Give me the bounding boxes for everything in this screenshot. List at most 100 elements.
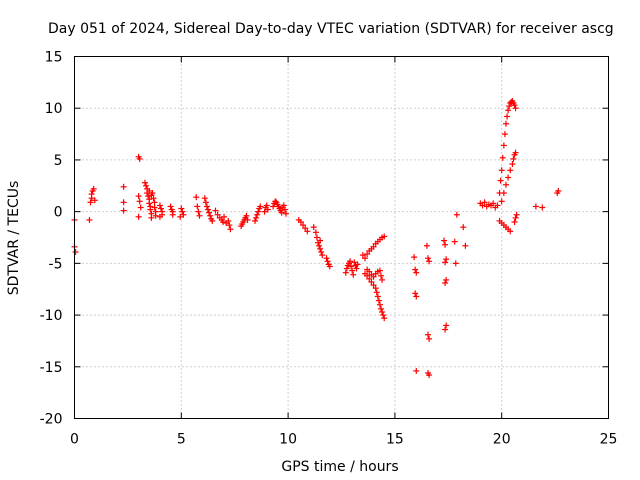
data-point: [507, 228, 514, 235]
data-point: [442, 280, 449, 287]
y-tick-label: 5: [54, 153, 63, 169]
data-point: [225, 217, 232, 224]
data-point: [506, 103, 513, 110]
data-point: [379, 276, 386, 283]
data-point: [136, 155, 143, 162]
data-point: [507, 167, 514, 174]
data-point: [226, 222, 233, 229]
x-tick-label: 0: [70, 432, 79, 448]
data-point: [443, 256, 450, 263]
data-point: [324, 258, 331, 265]
data-point: [150, 195, 157, 202]
data-point: [505, 174, 512, 181]
data-point: [195, 208, 202, 215]
data-point: [501, 131, 508, 138]
data-point: [310, 224, 317, 231]
data-point: [255, 208, 262, 215]
data-point: [425, 255, 432, 262]
data-point: [205, 206, 211, 213]
data-point: [152, 212, 159, 219]
data-point: [379, 308, 386, 315]
data-point: [361, 255, 368, 262]
data-point: [368, 278, 375, 285]
y-tick-label: 10: [45, 101, 63, 117]
data-point: [227, 226, 234, 233]
data-point: [137, 204, 144, 211]
data-point: [497, 177, 504, 184]
data-point: [462, 242, 469, 249]
data-point: [317, 245, 324, 252]
data-point: [370, 273, 377, 280]
y-tick-label: -20: [40, 412, 63, 428]
data-point: [359, 252, 366, 259]
data-point: [349, 267, 356, 274]
data-point: [143, 182, 150, 189]
data-point: [313, 234, 320, 241]
data-point: [146, 187, 153, 194]
data-point: [221, 213, 228, 220]
data-point: [370, 243, 377, 250]
data-point: [304, 228, 311, 235]
data-point: [481, 199, 488, 206]
data-point: [372, 285, 379, 292]
data-point: [512, 105, 519, 112]
data-point: [499, 154, 506, 161]
data-point: [441, 237, 448, 244]
data-point: [442, 259, 449, 266]
data-point: [502, 120, 509, 127]
data-point: [413, 293, 420, 300]
data-point: [120, 207, 127, 214]
data-point: [378, 272, 385, 279]
x-tick-label: 25: [600, 432, 618, 448]
data-point: [178, 205, 185, 212]
data-point: [511, 218, 518, 225]
data-point: [443, 322, 450, 329]
data-point: [426, 335, 433, 342]
grid-lines: [74, 56, 609, 419]
data-point: [196, 212, 203, 219]
data-point: [167, 203, 174, 210]
data-point: [413, 367, 420, 374]
data-point: [91, 197, 98, 204]
data-point: [318, 248, 325, 255]
data-point: [498, 198, 505, 205]
data-point: [364, 251, 371, 258]
y-tick-label: 15: [45, 50, 63, 66]
data-point: [156, 213, 163, 220]
data-point: [375, 297, 382, 304]
data-point: [193, 194, 200, 201]
data-point: [136, 198, 143, 205]
data-point: [350, 271, 357, 278]
data-point: [500, 190, 507, 197]
data-point: [376, 301, 383, 308]
data-point: [381, 315, 388, 322]
data-point: [203, 203, 210, 210]
data-point: [511, 102, 518, 109]
y-tick-label: -5: [49, 256, 63, 272]
data-point: [351, 259, 358, 266]
data-point: [120, 199, 127, 206]
data-point: [453, 211, 460, 218]
data-point: [411, 254, 418, 261]
data-point: [343, 265, 350, 272]
data-point: [323, 255, 330, 262]
data-point: [282, 210, 289, 217]
data-point: [502, 181, 509, 188]
data-point: [319, 252, 326, 259]
data-point: [555, 187, 562, 194]
data-point: [243, 212, 250, 219]
data-point: [312, 229, 319, 236]
data-point: [297, 218, 304, 225]
data-point: [214, 211, 221, 218]
data-point: [378, 305, 385, 312]
data-point: [425, 331, 432, 338]
data-point: [302, 225, 309, 232]
data-point: [370, 282, 377, 289]
data-point: [212, 207, 219, 214]
data-point: [366, 275, 373, 282]
data-point: [120, 183, 127, 190]
data-point: [316, 242, 323, 249]
data-point: [151, 199, 158, 206]
data-point: [512, 214, 519, 221]
